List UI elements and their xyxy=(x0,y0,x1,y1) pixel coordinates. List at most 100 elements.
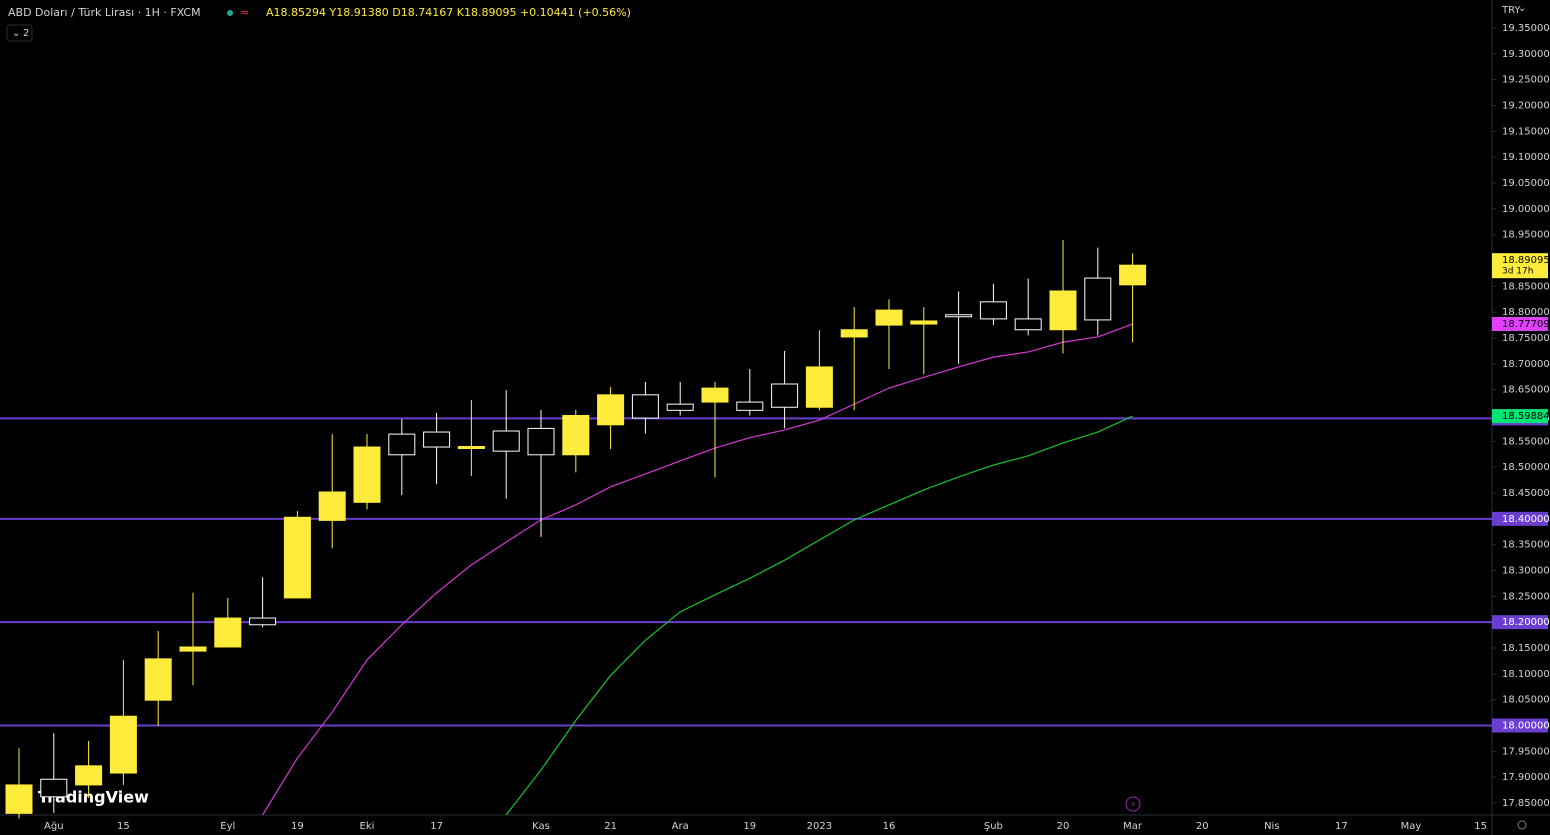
y-tick-label: 18.65000 xyxy=(1502,385,1550,396)
y-tick-label: 19.10000 xyxy=(1502,152,1550,163)
candle-body xyxy=(1049,290,1077,331)
x-tick-label: 21 xyxy=(604,821,617,832)
indicator-toggle[interactable] xyxy=(6,24,33,42)
candle-body xyxy=(457,446,485,450)
x-tick-label: Eyl xyxy=(220,821,235,832)
candle-body xyxy=(771,383,799,408)
currency-selector[interactable]: TRY xyxy=(1501,5,1521,16)
candle-body xyxy=(666,403,694,411)
ohlc-value: 18.85294 xyxy=(274,6,327,19)
candle-body xyxy=(492,430,520,452)
y-tick-label: 19.25000 xyxy=(1502,75,1550,86)
x-tick-label: 2023 xyxy=(807,821,832,832)
y-tick-label: 18.15000 xyxy=(1502,643,1550,654)
ohlc-legend: A18.85294 Y18.91380 D18.74167 K18.89095 … xyxy=(266,6,631,19)
y-tick-label: 18.55000 xyxy=(1502,436,1550,447)
y-tick-label: 18.95000 xyxy=(1502,230,1550,241)
status-dot[interactable] xyxy=(227,10,233,16)
settings-icon[interactable] xyxy=(1517,820,1527,830)
ma-price-label-box xyxy=(1492,409,1548,424)
ma-price-label: 18.77709 xyxy=(1502,319,1550,330)
hline-price-label-box xyxy=(1492,718,1548,733)
y-tick-label: 19.30000 xyxy=(1502,49,1550,60)
x-tick-label: Kas xyxy=(532,821,550,832)
y-tick-label: 17.85000 xyxy=(1502,798,1550,809)
candle-body xyxy=(423,431,451,448)
candle-body xyxy=(283,516,311,599)
y-tick-label: 18.35000 xyxy=(1502,540,1550,551)
candle-body xyxy=(144,658,172,701)
candle-body xyxy=(701,387,729,403)
candle-body xyxy=(179,646,207,652)
x-tick-label: 15 xyxy=(1474,821,1487,832)
ohlc-value: 18.89095 xyxy=(464,6,517,19)
y-tick-label: 18.70000 xyxy=(1502,359,1550,370)
y-tick-label: 19.35000 xyxy=(1502,23,1550,34)
candle-body xyxy=(214,617,242,648)
y-tick-label: 19.15000 xyxy=(1502,126,1550,137)
candle-body xyxy=(840,329,868,338)
moving-average-line xyxy=(505,415,1133,816)
y-tick-label: 18.10000 xyxy=(1502,669,1550,680)
countdown-label: 3d 17h xyxy=(1502,267,1533,277)
y-tick-label: 18.05000 xyxy=(1502,695,1550,706)
candle-body xyxy=(249,617,277,626)
candle-body xyxy=(562,415,590,456)
hline-price-label-box xyxy=(1492,615,1548,630)
currency-arrow[interactable]: ⌄ xyxy=(1518,3,1526,14)
candle-body xyxy=(631,394,659,419)
x-tick-label: 19 xyxy=(743,821,756,832)
x-tick-label: Eki xyxy=(360,821,375,832)
candle-body xyxy=(1014,318,1042,331)
y-tick-label: 19.00000 xyxy=(1502,204,1550,215)
candle-body xyxy=(875,309,903,326)
candle-body xyxy=(736,401,764,411)
y-tick-label: 18.25000 xyxy=(1502,591,1550,602)
indicator-count[interactable]: 2 xyxy=(23,28,29,39)
y-tick-label: 17.95000 xyxy=(1502,746,1550,757)
hline-price-label-box xyxy=(1492,511,1548,526)
candle-body xyxy=(318,491,346,521)
candle-body xyxy=(353,446,381,503)
events-icon-bolt[interactable]: ⚡ xyxy=(1130,801,1136,811)
x-tick-label: May xyxy=(1401,821,1422,832)
x-tick-label: Nis xyxy=(1264,821,1279,832)
ohlc-value: 18.74167 xyxy=(401,6,454,19)
indicator-toggle-arrow[interactable]: ⌄ xyxy=(12,28,20,39)
x-tick-label: 17 xyxy=(430,821,443,832)
ohlc-key: D xyxy=(392,6,400,19)
last-price-box xyxy=(1492,253,1548,279)
hline-price-label: 18.40000 xyxy=(1502,514,1550,525)
moving-average-line xyxy=(262,323,1133,816)
candle-body xyxy=(1084,277,1112,321)
ma-price-label-box xyxy=(1492,317,1548,332)
x-tick-label: Ara xyxy=(672,821,689,832)
ma-price-label: 18.59884 xyxy=(1502,411,1550,422)
hline-price-label: 18.20000 xyxy=(1502,617,1550,628)
candle-body xyxy=(1119,264,1147,286)
hline-price-label: 18.00000 xyxy=(1502,721,1550,732)
x-tick-label: 15 xyxy=(117,821,130,832)
y-tick-label: 18.75000 xyxy=(1502,333,1550,344)
y-tick-label: 19.05000 xyxy=(1502,178,1550,189)
candle-body xyxy=(597,394,625,426)
x-tick-label: 20 xyxy=(1057,821,1070,832)
y-tick-label: 19.20000 xyxy=(1502,101,1550,112)
candle-body xyxy=(805,366,833,408)
ohlc-key: K xyxy=(457,6,465,19)
events-icon[interactable] xyxy=(1125,796,1141,812)
candle-body xyxy=(945,314,973,318)
last-price-label: 18.89095 xyxy=(1502,255,1550,266)
candle-body xyxy=(5,784,33,814)
y-tick-label: 18.80000 xyxy=(1502,307,1550,318)
y-tick-label: 17.90000 xyxy=(1502,772,1550,783)
candle-body xyxy=(910,320,938,325)
symbol-title: ABD Doları / Türk Lirası · 1H · FXCM xyxy=(8,6,201,19)
ohlc-change: +0.10441 (+0.56%) xyxy=(520,6,631,19)
status-icon[interactable]: ≈ xyxy=(240,6,249,19)
candle-body xyxy=(527,427,555,456)
x-tick-label: 17 xyxy=(1335,821,1348,832)
x-tick-label: 16 xyxy=(883,821,896,832)
y-tick-label: 18.45000 xyxy=(1502,488,1550,499)
